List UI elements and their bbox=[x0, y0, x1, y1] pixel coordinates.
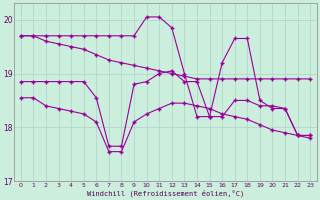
X-axis label: Windchill (Refroidissement éolien,°C): Windchill (Refroidissement éolien,°C) bbox=[87, 189, 244, 197]
